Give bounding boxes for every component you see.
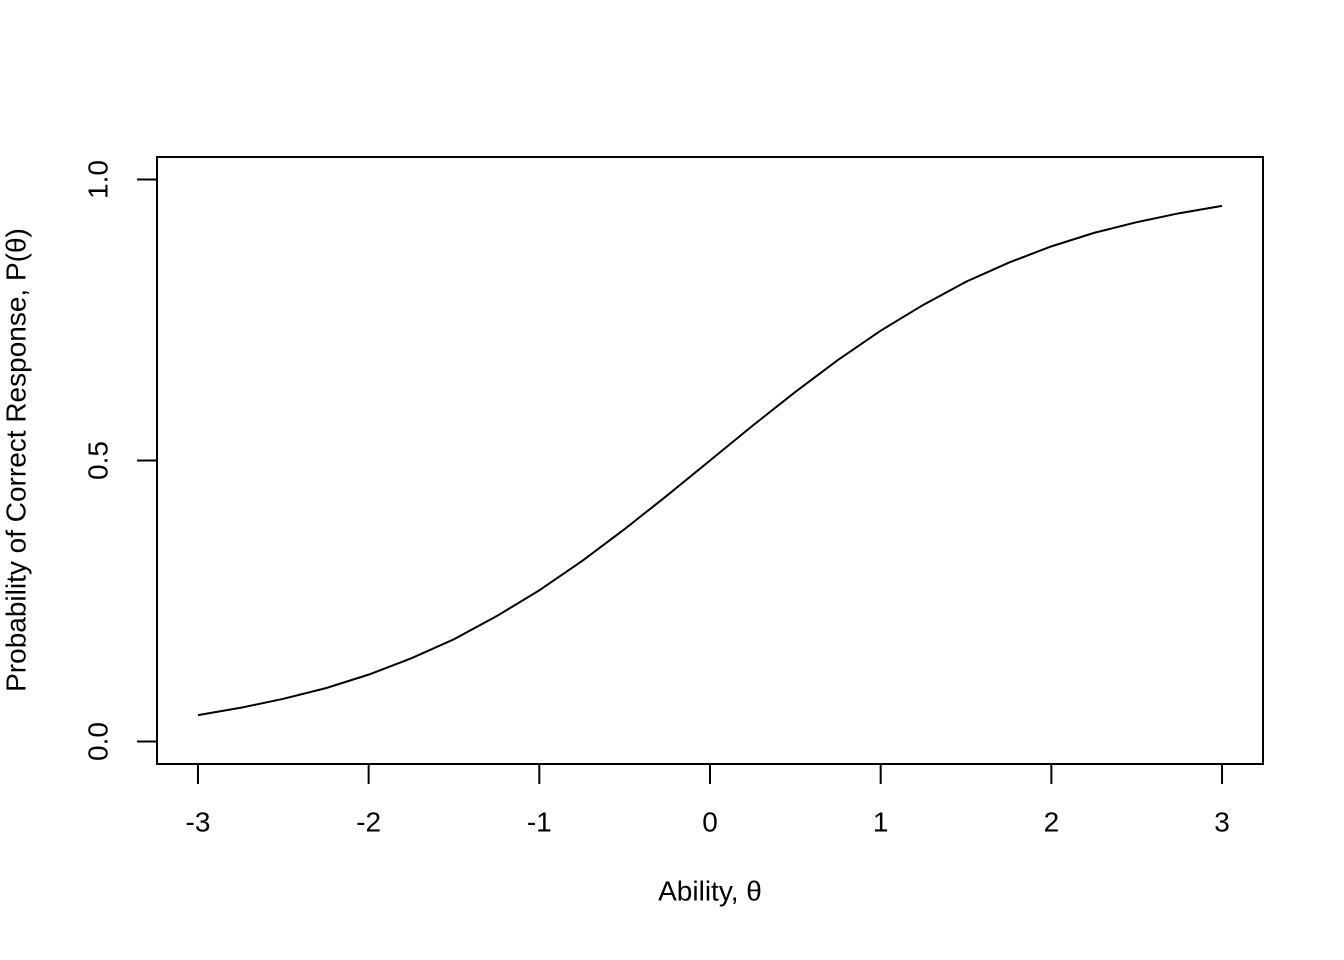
x-tick-label: -1 xyxy=(527,806,552,837)
x-tick-label: 2 xyxy=(1044,806,1060,837)
x-tick-label: -3 xyxy=(186,806,211,837)
y-tick-label: 0.5 xyxy=(82,441,113,480)
x-tick-label: 3 xyxy=(1214,806,1230,837)
x-tick-label: 1 xyxy=(873,806,889,837)
x-axis-label: Ability, θ xyxy=(658,875,762,906)
y-axis-label: Probability of Correct Response, P(θ) xyxy=(0,228,31,692)
y-tick-label: 0.0 xyxy=(82,722,113,761)
y-tick-label: 1.0 xyxy=(82,160,113,199)
x-tick-label: 0 xyxy=(702,806,718,837)
x-tick-label: -2 xyxy=(356,806,381,837)
curve xyxy=(197,204,1223,717)
